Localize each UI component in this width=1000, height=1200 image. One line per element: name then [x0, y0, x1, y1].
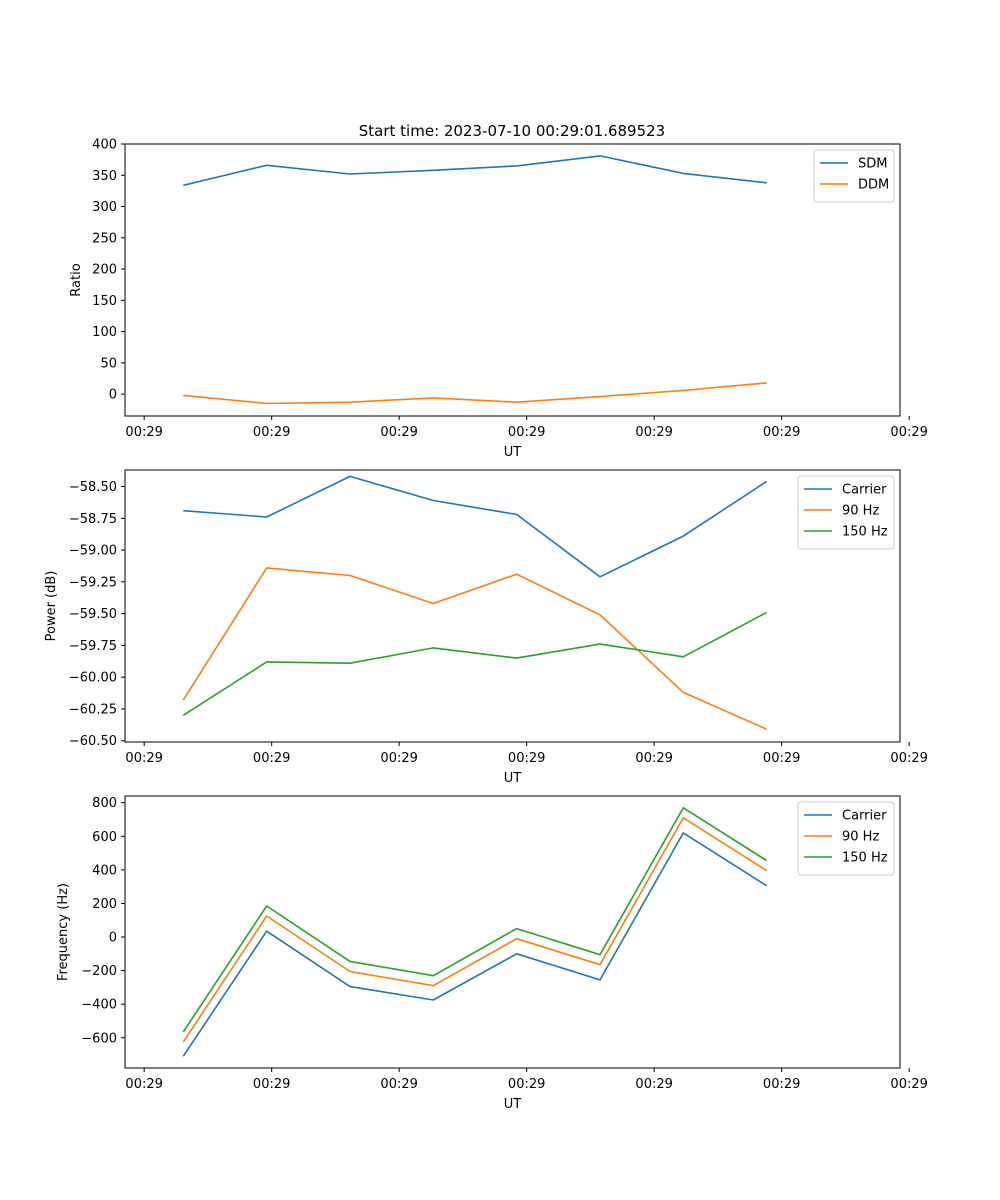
ratio-y-tick-label: 150 [92, 294, 117, 309]
frequency-axes-frame [124, 795, 901, 1069]
figure-title: Start time: 2023-07-10 00:29:01.689523 [359, 122, 665, 140]
power-y-tick-label: −60.00 [69, 671, 117, 686]
ratio-series-sdm [183, 155, 767, 187]
ratio-x-tick-label: 00:29 [508, 425, 545, 440]
frequency-y-tick-label: −600 [81, 1031, 117, 1046]
power-y-tick-label: −60.25 [69, 702, 117, 717]
power-legend-label-90-hz: 90 Hz [842, 504, 879, 519]
power-y-tick-label: −59.50 [69, 607, 117, 622]
ratio-y-tick-label: 50 [100, 356, 117, 371]
frequency-y-tick-label: −400 [81, 998, 117, 1013]
ratio-y-tick-label: 350 [92, 169, 117, 184]
power-series-90-hz [182, 567, 768, 731]
frequency-y-tick-label: 800 [92, 796, 117, 811]
frequency-x-tick-label: 00:29 [380, 1077, 417, 1092]
frequency-x-tick-label: 00:29 [890, 1077, 927, 1092]
ratio-y-tick-label: 250 [92, 231, 117, 246]
ratio-x-tick-label: 00:29 [380, 425, 417, 440]
ratio-y-tick-label: 100 [92, 325, 117, 340]
ratio-y-tick-label: 0 [109, 388, 117, 403]
ratio-series-ddm [183, 382, 767, 405]
power-y-tick-label: −59.00 [69, 544, 117, 559]
power-series-carrier [183, 475, 768, 578]
power-y-tick-label: −59.75 [69, 639, 117, 654]
ratio-x-tick-label: 00:29 [253, 425, 290, 440]
ratio-x-tick-label: 00:29 [125, 425, 162, 440]
power-y-tick-label: −58.50 [69, 480, 117, 495]
ratio-legend-label-sdm: SDM [858, 157, 887, 172]
power-chart: 00:29 00:29 00:29 00:29 00:29 00:29 00:29 −58.5… [44, 469, 928, 786]
frequency-y-axis-label: Frequency (Hz) [56, 883, 71, 981]
power-x-tick-label: 00:29 [635, 751, 672, 766]
frequency-x-tick-label: 00:29 [508, 1077, 545, 1092]
power-y-tick-label: −58.75 [69, 512, 117, 527]
frequency-series-carrier [182, 832, 768, 1057]
power-x-tick-label: 00:29 [763, 751, 800, 766]
power-axes-frame [124, 469, 901, 743]
frequency-y-tick-label: 200 [92, 897, 117, 912]
power-x-tick-label: 00:29 [890, 751, 927, 766]
power-y-tick-label: −60.50 [69, 734, 117, 749]
frequency-chart: 00:29 00:29 00:29 00:29 00:29 00:29 00:29 −600 −… [56, 795, 928, 1112]
ratio-y-tick-label: 200 [92, 263, 117, 278]
frequency-x-tick-label: 00:29 [763, 1077, 800, 1092]
power-legend: Carrier 90 Hz 150 Hz [797, 475, 895, 550]
power-legend-label-carrier: Carrier [842, 483, 887, 498]
power-legend-label-150-hz: 150 Hz [842, 525, 888, 540]
power-x-tick-label: 00:29 [125, 751, 162, 766]
power-x-tick-label: 00:29 [380, 751, 417, 766]
frequency-x-axis-label: UT [504, 1097, 522, 1112]
frequency-legend-label-carrier: Carrier [842, 809, 887, 824]
ratio-legend: SDM DDM [813, 149, 895, 203]
ratio-y-tick-label: 300 [92, 200, 117, 215]
frequency-series-90-hz [182, 816, 768, 1043]
frequency-series-150-hz [182, 806, 768, 1033]
frequency-x-tick-label: 00:29 [253, 1077, 290, 1092]
power-x-tick-label: 00:29 [508, 751, 545, 766]
ratio-axes-frame [124, 143, 901, 417]
power-y-tick-label: −59.25 [69, 575, 117, 590]
frequency-y-tick-label: 0 [109, 931, 117, 946]
ratio-chart: 00:29 00:29 00:29 00:29 00:29 00:29 00:29 0 50 10… [69, 138, 928, 461]
ratio-x-axis-label: UT [504, 445, 522, 460]
frequency-x-tick-label: 00:29 [125, 1077, 162, 1092]
frequency-y-tick-label: 600 [92, 830, 117, 845]
frequency-legend-label-90-hz: 90 Hz [842, 830, 879, 845]
power-x-tick-label: 00:29 [253, 751, 290, 766]
frequency-legend-label-150-hz: 150 Hz [842, 851, 888, 866]
frequency-y-tick-label: −200 [81, 964, 117, 979]
power-series-150-hz [182, 611, 768, 716]
frequency-x-tick-label: 00:29 [635, 1077, 672, 1092]
ratio-x-tick-label: 00:29 [890, 425, 927, 440]
power-y-axis-label: Power (dB) [44, 571, 59, 642]
power-x-axis-label: UT [504, 771, 522, 786]
ratio-x-tick-label: 00:29 [635, 425, 672, 440]
ratio-y-axis-label: Ratio [69, 263, 84, 296]
ratio-y-tick-label: 400 [92, 138, 117, 153]
ratio-legend-label-ddm: DDM [858, 178, 889, 193]
ratio-x-tick-label: 00:29 [763, 425, 800, 440]
frequency-y-tick-label: 400 [92, 863, 117, 878]
frequency-legend: Carrier 90 Hz 150 Hz [797, 801, 895, 876]
